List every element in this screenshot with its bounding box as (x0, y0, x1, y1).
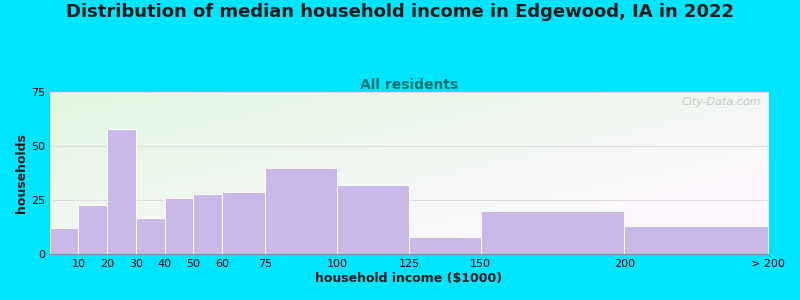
Bar (194, 194, 222, 254)
Bar (481, 211, 625, 254)
Bar (222, 192, 266, 254)
Bar (337, 185, 409, 254)
Bar (266, 168, 337, 254)
Bar (107, 129, 136, 254)
Bar (409, 237, 481, 254)
Y-axis label: households: households (15, 133, 28, 213)
Bar (136, 218, 165, 254)
Text: City-Data.com: City-Data.com (682, 97, 761, 107)
Bar (165, 198, 194, 254)
Text: Distribution of median household income in Edgewood, IA in 2022: Distribution of median household income … (66, 3, 734, 21)
Bar (50, 228, 78, 254)
Bar (625, 226, 768, 254)
X-axis label: household income ($1000): household income ($1000) (315, 272, 502, 285)
Bar (78, 205, 107, 254)
Title: All residents: All residents (360, 78, 458, 92)
